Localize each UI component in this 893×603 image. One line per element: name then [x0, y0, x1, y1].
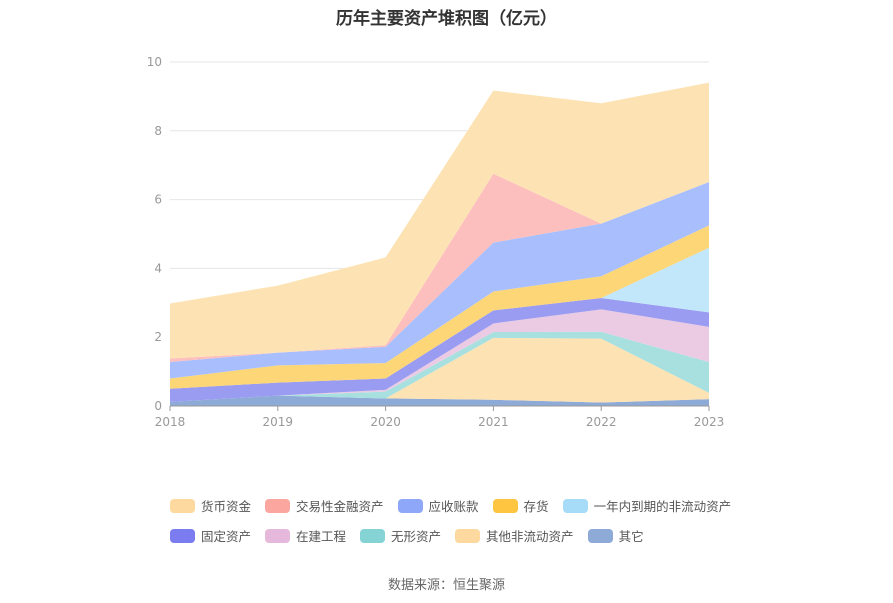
legend-item[interactable]: 货币资金 [170, 496, 251, 515]
x-tick-label: 2021 [478, 415, 509, 429]
legend-item[interactable]: 其他非流动资产 [455, 526, 574, 545]
legend-swatch [360, 528, 386, 543]
x-tick-label: 2018 [155, 415, 186, 429]
area-series-9 [170, 82, 709, 359]
area-series-6 [170, 225, 709, 389]
legend-item[interactable]: 应收账款 [397, 496, 479, 515]
legend-label: 应收账款 [428, 499, 479, 514]
legend-item[interactable]: 在建工程 [265, 526, 346, 545]
legend-swatch [265, 528, 291, 543]
legend-item[interactable]: 固定资产 [170, 526, 251, 545]
y-tick-label: 0 [154, 399, 162, 413]
legend-row: 货币资金 交易性金融资产 应收账款 存货 一年内到期的非流动资产 [170, 496, 770, 515]
legend-swatch [397, 498, 423, 513]
legend-label: 固定资产 [201, 529, 252, 544]
y-tick-label: 6 [154, 193, 162, 207]
legend-label: 货币资金 [201, 499, 252, 514]
legend-swatch [587, 528, 613, 543]
y-tick-label: 4 [154, 261, 162, 275]
legend-label: 其他非流动资产 [486, 529, 574, 544]
y-tick-label: 8 [154, 124, 162, 138]
legend-label: 交易性金融资产 [296, 499, 384, 514]
area-series-4 [170, 297, 709, 402]
legend-item[interactable]: 存货 [492, 496, 549, 515]
x-tick-label: 2020 [370, 415, 401, 429]
legend: 货币资金 交易性金融资产 应收账款 存货 一年内到期的非流动资产固定资产 在建工程 无形资产… [170, 496, 770, 556]
x-tick-label: 2023 [694, 415, 725, 429]
legend-label: 一年内到期的非流动资产 [593, 499, 732, 514]
legend-label: 其它 [618, 529, 644, 544]
chart-title: 历年主要资产堆积图（亿元） [336, 9, 557, 29]
y-tick-label: 10 [147, 55, 162, 69]
legend-item[interactable]: 无形资产 [360, 526, 441, 545]
legend-label: 无形资产 [391, 529, 442, 544]
legend-label: 在建工程 [296, 529, 347, 544]
legend-swatch [170, 528, 195, 543]
legend-item[interactable]: 一年内到期的非流动资产 [562, 496, 732, 515]
area-series-1 [170, 337, 709, 403]
legend-swatch [265, 498, 291, 513]
area-series-3 [170, 309, 709, 402]
area-series-0 [170, 395, 709, 406]
legend-item[interactable]: 其它 [587, 526, 644, 545]
legend-swatch [170, 498, 195, 513]
legend-row: 固定资产 在建工程 无形资产 其他非流动资产 其它 [170, 526, 770, 545]
y-tick-label: 2 [154, 330, 162, 344]
legend-swatch [492, 498, 518, 513]
x-tick-label: 2022 [586, 415, 617, 429]
area-series-2 [170, 331, 709, 402]
legend-label: 存货 [523, 499, 549, 514]
x-tick-label: 2019 [263, 415, 294, 429]
area-series-8 [170, 173, 709, 362]
legend-item[interactable]: 交易性金融资产 [265, 496, 384, 515]
axis-layer: 0 2 4 6 8 10 2018 2019 2020 2021 2022 2023 [147, 55, 725, 429]
legend-swatch [455, 528, 481, 543]
area-layer [170, 82, 709, 406]
legend-swatch [562, 498, 588, 513]
data-source: 数据来源：恒生聚源 [387, 578, 505, 593]
area-series-7 [170, 182, 709, 379]
